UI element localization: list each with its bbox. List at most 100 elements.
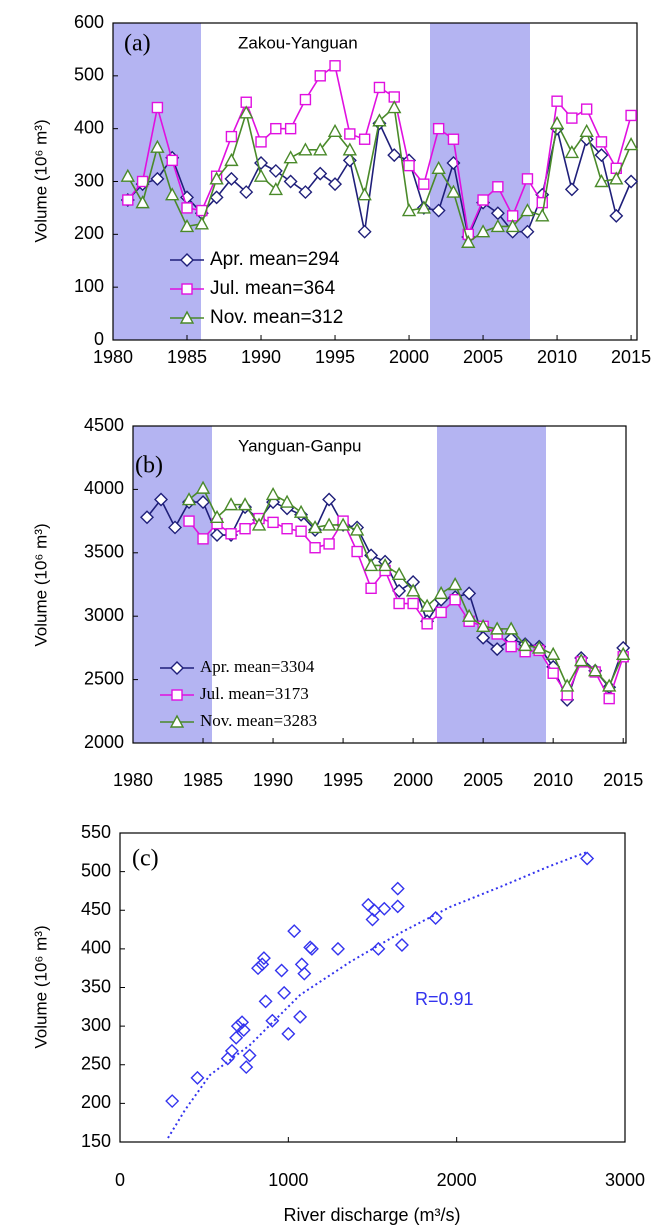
data-point bbox=[475, 618, 491, 633]
data-point bbox=[190, 1070, 205, 1085]
y-tick-label: 200 bbox=[81, 1092, 111, 1112]
data-point bbox=[574, 653, 589, 667]
y-axis-label: Volume (10⁶ m³) bbox=[31, 119, 50, 242]
data-point bbox=[403, 159, 415, 172]
legend-label: Nov. mean=312 bbox=[210, 307, 343, 328]
y-tick-label: 2000 bbox=[84, 732, 124, 752]
data-point bbox=[183, 515, 195, 527]
legend-label: Jul. mean=3173 bbox=[200, 684, 309, 703]
data-point bbox=[520, 203, 535, 217]
data-point bbox=[255, 136, 267, 148]
data-point bbox=[433, 585, 449, 600]
data-point bbox=[363, 558, 379, 572]
data-point bbox=[284, 122, 297, 135]
data-point bbox=[594, 148, 609, 163]
data-point bbox=[209, 171, 224, 185]
data-point bbox=[564, 144, 580, 159]
legend-marker bbox=[171, 689, 183, 701]
data-point bbox=[181, 492, 197, 506]
data-point bbox=[323, 538, 335, 550]
data-point bbox=[314, 70, 326, 82]
data-point bbox=[432, 122, 445, 135]
data-point bbox=[313, 142, 328, 156]
annotation: R=0.91 bbox=[415, 989, 474, 1009]
data-point bbox=[588, 663, 603, 677]
data-point bbox=[166, 154, 178, 167]
data-point bbox=[239, 105, 254, 119]
data-point bbox=[224, 152, 239, 167]
chart-title: Yanguan-Ganpu bbox=[238, 436, 362, 455]
plot-frame bbox=[132, 425, 627, 744]
data-point bbox=[447, 133, 460, 145]
data-point bbox=[268, 163, 283, 178]
data-point bbox=[594, 174, 609, 188]
data-point bbox=[195, 480, 211, 494]
y-tick-label: 400 bbox=[81, 938, 111, 958]
data-point bbox=[235, 1015, 250, 1030]
data-point bbox=[327, 123, 343, 138]
data-point bbox=[223, 497, 239, 511]
data-point bbox=[267, 516, 279, 529]
data-point bbox=[168, 520, 183, 535]
data-point bbox=[461, 234, 476, 248]
data-point bbox=[431, 203, 446, 218]
data-point bbox=[559, 678, 575, 692]
data-point bbox=[230, 1019, 245, 1034]
y-axis-label: Volume (10⁶ m³) bbox=[31, 523, 50, 646]
legend-label: Apr. mean=294 bbox=[210, 249, 340, 270]
data-point bbox=[225, 130, 238, 143]
data-point bbox=[505, 218, 520, 233]
data-point bbox=[595, 136, 608, 148]
x-tick-label: 2015 bbox=[611, 347, 651, 367]
x-tick-label: 2005 bbox=[463, 770, 503, 790]
data-point bbox=[299, 93, 312, 106]
data-point bbox=[446, 184, 461, 198]
data-point bbox=[328, 177, 343, 192]
x-tick-label: 3000 bbox=[605, 1170, 645, 1190]
data-point bbox=[377, 901, 392, 916]
y-tick-label: 300 bbox=[81, 1015, 111, 1035]
y-tick-label: 450 bbox=[81, 899, 111, 919]
data-point bbox=[197, 533, 209, 545]
y-axis-label: Volume (10⁶ m³) bbox=[31, 925, 50, 1048]
y-tick-label: 500 bbox=[74, 65, 104, 85]
data-point bbox=[477, 194, 489, 206]
x-tick-label: 2010 bbox=[533, 770, 573, 790]
x-tick-label: 1985 bbox=[167, 347, 207, 367]
data-point bbox=[549, 115, 565, 130]
data-point bbox=[150, 139, 165, 153]
y-tick-label: 3500 bbox=[84, 542, 124, 562]
data-point bbox=[435, 606, 447, 619]
data-point bbox=[623, 137, 639, 151]
data-point bbox=[298, 142, 313, 156]
y-tick-label: 550 bbox=[81, 822, 111, 842]
legend-marker bbox=[170, 661, 184, 675]
panel-label: (a) bbox=[124, 31, 151, 57]
data-point bbox=[295, 525, 307, 537]
data-point bbox=[609, 208, 624, 223]
data-point bbox=[521, 173, 534, 185]
data-point bbox=[349, 522, 365, 536]
data-point bbox=[210, 528, 225, 543]
data-point bbox=[225, 528, 237, 540]
data-point bbox=[258, 994, 273, 1009]
data-point bbox=[536, 196, 548, 209]
y-tick-label: 200 bbox=[74, 223, 104, 243]
data-point bbox=[287, 924, 302, 939]
data-point bbox=[390, 899, 405, 914]
data-point bbox=[165, 187, 180, 201]
data-point bbox=[476, 630, 491, 645]
data-point bbox=[517, 637, 533, 652]
y-tick-label: 500 bbox=[81, 860, 111, 880]
data-point bbox=[449, 594, 461, 606]
y-tick-label: 0 bbox=[94, 329, 104, 349]
data-point bbox=[357, 224, 372, 239]
legend-marker bbox=[179, 310, 195, 324]
data-point bbox=[475, 224, 491, 238]
data-point bbox=[265, 1013, 280, 1028]
x-tick-label: 1990 bbox=[253, 770, 293, 790]
data-point bbox=[490, 642, 505, 657]
data-point bbox=[196, 495, 211, 510]
data-point bbox=[393, 597, 405, 610]
data-point bbox=[209, 190, 224, 205]
